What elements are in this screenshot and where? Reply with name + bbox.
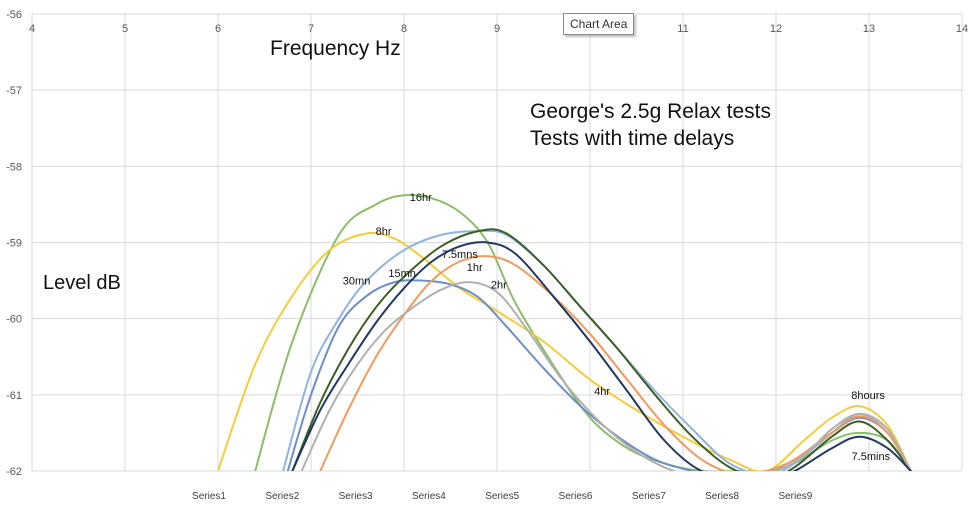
x-tick-label: 4 (29, 23, 35, 35)
y-tick-label: -58 (6, 161, 22, 173)
y-tick-label: -56 (6, 9, 22, 21)
y-tick-label: -61 (6, 390, 22, 402)
x-tick-label: 6 (215, 23, 221, 35)
series-data-label: 15mn (388, 268, 416, 280)
axis-tick-labels: 4567891011121314-56-57-58-59-60-61-62 (6, 9, 968, 478)
gridlines (31, 13, 963, 472)
legend-entry: Series8 (705, 491, 739, 502)
y-tick-label: -62 (6, 466, 22, 478)
legend-entry: Series7 (632, 491, 666, 502)
legend: Series1 Series2 Series3 Series4 Series5 Serie… (192, 491, 813, 502)
series-line[interactable] (291, 228, 912, 478)
x-tick-label: 14 (956, 23, 968, 35)
annotation-line-1: George's 2.5g Relax tests (530, 100, 771, 123)
legend-entry: Series2 (265, 491, 299, 502)
x-axis-title: Frequency Hz (270, 37, 401, 60)
series-lines (217, 193, 912, 479)
x-tick-label: 9 (494, 23, 500, 35)
legend-entry: Series9 (778, 491, 812, 502)
x-tick-label: 7 (308, 23, 314, 35)
series-data-label: 7.5mns (442, 249, 479, 261)
series-line[interactable] (282, 229, 912, 475)
y-tick-label: -57 (6, 85, 22, 97)
series-line[interactable] (217, 231, 912, 472)
series-line[interactable] (291, 241, 912, 479)
series-data-label: 4hr (594, 386, 610, 398)
series-line[interactable] (300, 281, 912, 479)
y-tick-label: -60 (6, 314, 22, 326)
x-tick-label: 13 (863, 23, 875, 35)
x-tick-label: 8 (401, 23, 407, 35)
y-tick-label: -59 (6, 238, 22, 250)
series-data-label: 8hours (851, 390, 885, 402)
series-data-label: 7.5mins (852, 451, 891, 463)
x-tick-label: 12 (770, 23, 782, 35)
series-data-label: 2hr (491, 279, 507, 291)
legend-entry: Series4 (412, 491, 446, 502)
x-tick-label: 11 (677, 23, 688, 35)
series-data-label: 30mn (343, 276, 371, 288)
legend-entry: Series6 (559, 491, 593, 502)
series-data-label: 16hr (410, 192, 432, 204)
x-tick-label: 5 (122, 23, 128, 35)
chart-area-tooltip: Chart Area (563, 13, 635, 35)
annotation-line-2: Tests with time delays (530, 127, 734, 150)
legend-entry: Series3 (339, 491, 373, 502)
series-line[interactable] (319, 255, 912, 475)
legend-entry: Series5 (485, 491, 519, 502)
legend-entry: Series1 (192, 491, 226, 502)
series-data-label: 1hr (467, 262, 483, 274)
series-data-label: 8hr (376, 226, 392, 238)
y-axis-title: Level dB (43, 272, 121, 294)
